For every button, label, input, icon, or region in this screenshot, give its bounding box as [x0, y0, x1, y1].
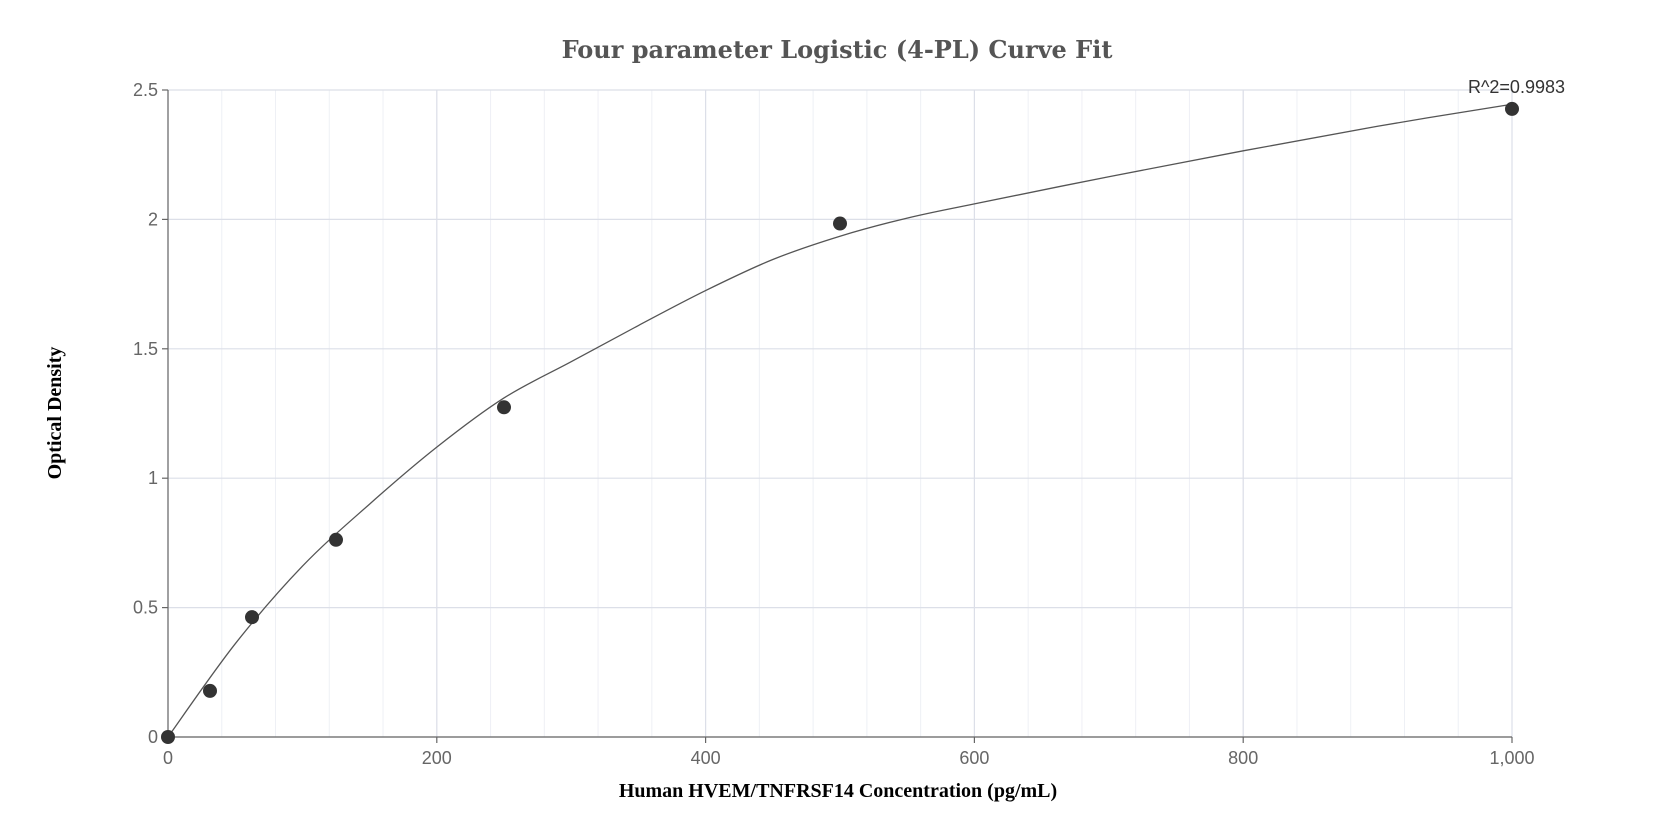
- minor-gridlines: [167, 90, 1513, 737]
- x-tick-label: 0: [163, 748, 173, 768]
- x-tick-label: 1,000: [1489, 748, 1534, 768]
- chart-title: Four parameter Logistic (4-PL) Curve Fit: [562, 35, 1113, 64]
- x-tick-label: 200: [422, 748, 452, 768]
- x-axis-ticks: 0 200 400 600 800 1,000: [163, 737, 1535, 768]
- data-points: [161, 101, 1519, 744]
- major-gridlines: [167, 89, 1513, 738]
- y-axis-title: Optical Density: [44, 347, 66, 480]
- x-axis-title: Human HVEM/TNFRSF14 Concentration (pg/mL…: [619, 780, 1057, 802]
- y-tick-label: 2: [148, 209, 158, 229]
- data-point: [1505, 101, 1519, 116]
- r-squared-annotation: R^2=0.9983: [1468, 77, 1565, 97]
- data-point: [329, 532, 343, 547]
- data-point: [245, 610, 259, 625]
- x-tick-label: 600: [959, 748, 989, 768]
- data-point: [203, 683, 217, 698]
- fit-curve-line: [167, 103, 1513, 738]
- y-tick-label: 0.5: [133, 598, 158, 618]
- y-tick-label: 2.5: [133, 80, 158, 100]
- data-point: [497, 400, 511, 415]
- data-point: [161, 730, 175, 744]
- y-tick-label: 1.5: [133, 339, 158, 359]
- x-tick-label: 400: [691, 748, 721, 768]
- y-tick-label: 0: [148, 727, 158, 747]
- data-point: [833, 216, 847, 231]
- y-axis-ticks: 0 0.5 1 1.5 2 2.5: [133, 80, 168, 747]
- x-tick-label: 800: [1228, 748, 1258, 768]
- y-tick-label: 1: [148, 468, 158, 488]
- axes: [167, 90, 1512, 738]
